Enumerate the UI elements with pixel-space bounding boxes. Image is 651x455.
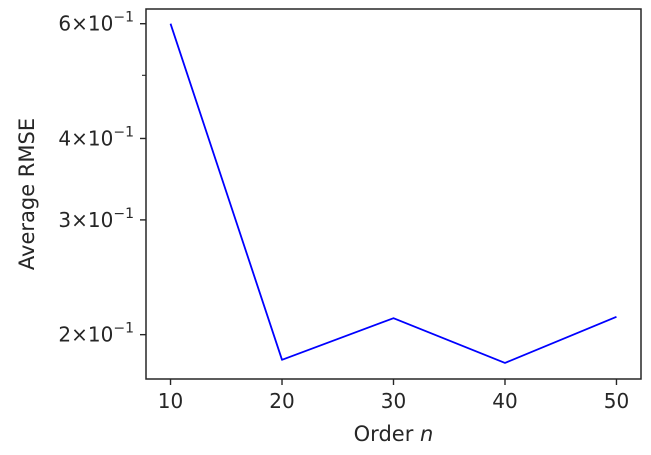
- x-axis-label-text: Order: [354, 422, 414, 446]
- x-axis-label-variable: n: [420, 422, 433, 446]
- x-tick-label: 10: [158, 389, 183, 413]
- plot-marks: [169, 23, 617, 364]
- x-tick-label: 50: [604, 389, 629, 413]
- x-axis-ticks: 10 20 30 40 50: [158, 379, 629, 413]
- y-tick-label: 4×10−1: [58, 124, 134, 150]
- series-line-0: [169, 23, 617, 364]
- x-tick-label: 40: [492, 389, 517, 413]
- y-tick-label: 2×10−1: [58, 321, 134, 347]
- y-axis-ticks: 6×10−1 4×10−1 3×10−1 2×10−1: [58, 10, 146, 347]
- plot-frame: [145, 8, 642, 380]
- y-axis-label: Average RMSE: [15, 118, 39, 270]
- y-tick-label: 3×10−1: [58, 206, 134, 232]
- y-tick-label: 6×10−1: [58, 10, 134, 36]
- x-tick-label: 30: [381, 389, 406, 413]
- x-axis-label: Order n: [354, 422, 434, 446]
- x-tick-label: 20: [269, 389, 294, 413]
